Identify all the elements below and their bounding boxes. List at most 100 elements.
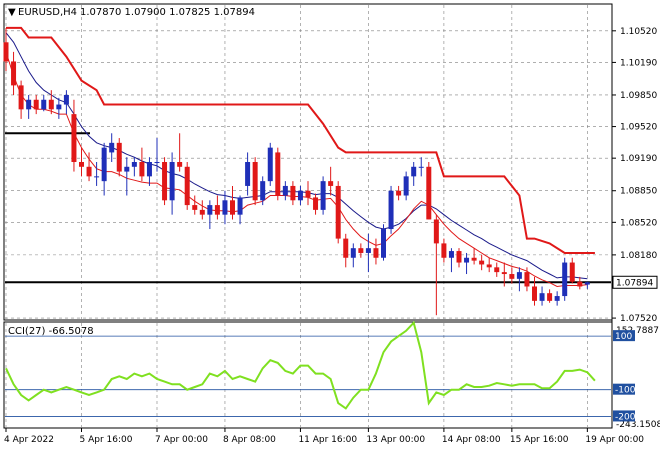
indicator-panel[interactable] [3, 321, 613, 429]
candle[interactable] [101, 142, 107, 196]
candle[interactable] [109, 133, 115, 162]
candle[interactable] [426, 162, 432, 220]
time-tick-label: 11 Apr 16:00 [298, 435, 357, 445]
candle[interactable] [350, 243, 356, 268]
candle[interactable] [494, 262, 500, 277]
time-tick-label: 14 Apr 08:00 [442, 435, 501, 445]
candle[interactable] [3, 27, 9, 72]
candle-body [547, 293, 553, 301]
candle[interactable] [516, 267, 522, 292]
candle-body [260, 181, 266, 201]
candle[interactable] [547, 289, 553, 303]
candle[interactable] [139, 147, 145, 182]
candle[interactable] [146, 157, 152, 186]
candle[interactable] [328, 166, 334, 196]
candle[interactable] [411, 162, 417, 186]
candle[interactable] [71, 99, 77, 172]
candle-body [418, 166, 424, 168]
candle[interactable] [192, 195, 198, 215]
candle[interactable] [569, 257, 575, 284]
candle[interactable] [237, 195, 243, 225]
candle[interactable] [584, 281, 590, 289]
candle[interactable] [275, 147, 281, 201]
candle[interactable] [358, 243, 364, 258]
candle[interactable] [373, 238, 379, 265]
candle-body [350, 248, 356, 258]
candle[interactable] [252, 157, 258, 206]
candle[interactable] [381, 224, 386, 261]
candle[interactable] [297, 185, 303, 206]
candle[interactable] [441, 238, 447, 263]
candle-body [290, 185, 296, 201]
candle[interactable] [532, 276, 537, 306]
candle[interactable] [418, 157, 424, 177]
cci-levels: 100 -100 -200 [5, 330, 636, 422]
candle[interactable] [577, 276, 583, 290]
candle[interactable] [11, 51, 17, 95]
candle[interactable] [260, 176, 266, 206]
time-tick-label: 8 Apr 08:00 [223, 435, 276, 445]
candle[interactable] [207, 200, 213, 230]
candle[interactable] [562, 257, 568, 301]
candle[interactable] [471, 248, 477, 265]
candle[interactable] [124, 157, 130, 196]
candle[interactable] [456, 248, 462, 268]
candle[interactable] [26, 94, 32, 119]
candle[interactable] [403, 171, 409, 201]
candle[interactable] [177, 133, 183, 172]
candle[interactable] [388, 185, 394, 234]
candle[interactable] [290, 181, 296, 206]
candle[interactable] [116, 138, 122, 177]
candle-body [532, 286, 537, 301]
candle[interactable] [464, 252, 470, 275]
candle[interactable] [433, 214, 439, 316]
candle[interactable] [94, 162, 100, 186]
candle[interactable] [320, 176, 326, 215]
candle[interactable] [33, 94, 39, 115]
candle[interactable] [169, 152, 175, 215]
candle[interactable] [48, 90, 54, 115]
candle[interactable] [501, 262, 507, 287]
candle[interactable] [222, 190, 228, 225]
candle[interactable] [267, 142, 273, 186]
candle[interactable] [131, 157, 137, 177]
candle-body [184, 166, 190, 206]
candle[interactable] [230, 185, 235, 220]
candle[interactable] [396, 185, 402, 201]
cci-line [5, 320, 596, 410]
candle[interactable] [539, 286, 545, 306]
candle[interactable] [79, 147, 84, 177]
candle[interactable] [282, 181, 288, 201]
candle[interactable] [365, 233, 371, 273]
candle-body [328, 181, 334, 186]
candle[interactable] [154, 138, 160, 172]
candle[interactable] [214, 195, 220, 220]
candle-body [516, 272, 522, 279]
candle[interactable] [56, 97, 62, 119]
candle[interactable] [245, 152, 251, 196]
candle[interactable] [343, 233, 349, 268]
candles[interactable] [3, 27, 590, 316]
candle[interactable] [199, 200, 205, 220]
candle[interactable] [184, 162, 190, 210]
candle[interactable] [509, 267, 515, 284]
candle[interactable] [486, 257, 492, 273]
candle[interactable] [335, 181, 341, 244]
candle[interactable] [313, 193, 319, 215]
candle[interactable] [524, 267, 530, 292]
candle[interactable] [448, 248, 454, 273]
candle[interactable] [18, 80, 24, 119]
candle[interactable] [86, 152, 92, 182]
candle-body [411, 166, 417, 177]
candle[interactable] [479, 254, 485, 271]
candle[interactable] [63, 90, 69, 115]
candle[interactable] [554, 291, 560, 306]
candle-body [56, 104, 62, 110]
candle[interactable] [41, 94, 47, 112]
candle[interactable] [162, 157, 168, 206]
candle[interactable] [305, 181, 311, 206]
candle-body [18, 85, 24, 110]
cci-label: CCI(27) -66.5078 [8, 326, 94, 337]
